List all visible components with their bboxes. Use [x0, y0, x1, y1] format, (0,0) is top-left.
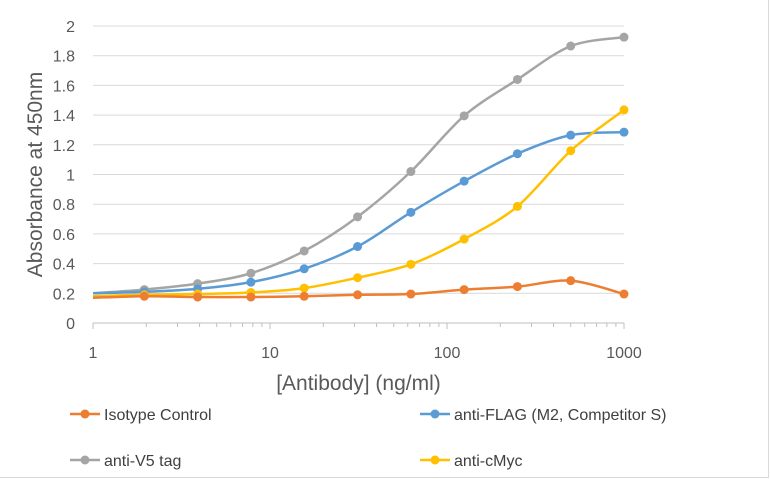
data-point	[406, 289, 416, 299]
series-anti-cmyc	[92, 105, 629, 300]
x-tick-label: 1	[89, 345, 98, 362]
data-point	[459, 111, 469, 121]
data-point	[406, 167, 416, 177]
legend-label: anti-FLAG (M2, Competitor S)	[454, 407, 667, 424]
y-tick-label: 1.8	[53, 49, 75, 66]
data-point	[512, 282, 522, 292]
legend-marker	[430, 455, 440, 465]
y-tick-label: 0	[66, 316, 75, 333]
data-point	[193, 292, 203, 302]
data-point	[246, 268, 256, 278]
y-tick-label: 0.8	[53, 197, 75, 214]
x-tick-label: 10	[261, 345, 279, 362]
data-point	[353, 212, 363, 222]
data-point	[299, 246, 309, 256]
series-line	[92, 108, 625, 298]
y-tick-label: 0.2	[53, 286, 75, 303]
data-point	[566, 146, 576, 156]
series-anti-flag-m2-competitor-s	[92, 127, 629, 297]
series-anti-v5-tag	[92, 32, 629, 295]
data-point	[139, 291, 149, 301]
data-point	[246, 292, 256, 302]
data-point	[619, 127, 629, 137]
legend-marker	[430, 409, 440, 419]
y-tick-label: 1	[66, 168, 75, 185]
data-point	[566, 130, 576, 140]
legend-label: anti-cMyc	[454, 453, 522, 470]
y-tick-label: 0.4	[53, 257, 75, 274]
data-point	[299, 283, 309, 293]
legend-item: anti-FLAG (M2, Competitor S)	[420, 407, 667, 424]
data-point	[299, 291, 309, 301]
data-point	[512, 201, 522, 211]
legend-item: Isotype Control	[70, 407, 212, 424]
legend-label: Isotype Control	[104, 407, 212, 424]
data-point	[619, 289, 629, 299]
series-layer	[92, 32, 629, 302]
data-point	[566, 41, 576, 51]
data-point	[512, 74, 522, 84]
data-point	[619, 105, 629, 115]
legend-marker	[80, 455, 90, 465]
data-point	[459, 176, 469, 186]
series-line	[92, 35, 625, 295]
y-axis-label: Absorbance at 450nm	[24, 72, 47, 277]
y-tick-label: 1.6	[53, 78, 75, 95]
data-point	[246, 277, 256, 287]
legend: Isotype Control anti-FLAG (M2, Competitor…	[70, 407, 667, 470]
data-point	[566, 276, 576, 286]
x-tick-label: 1000	[606, 345, 642, 362]
legend-item: anti-cMyc	[420, 453, 522, 470]
x-tick-label: 100	[434, 345, 461, 362]
series-isotype-control	[92, 276, 629, 302]
y-tick-label: 0.6	[53, 227, 75, 244]
legend-item: anti-V5 tag	[70, 453, 181, 470]
x-axis-label: [Antibody] (ng/ml)	[276, 372, 441, 395]
legend-marker	[80, 409, 90, 419]
y-tick-label: 1.4	[53, 108, 75, 125]
data-point	[299, 264, 309, 274]
data-point	[459, 234, 469, 244]
data-point	[459, 285, 469, 295]
data-point	[353, 273, 363, 283]
legend-label: anti-V5 tag	[104, 453, 181, 470]
y-tick-label: 2	[66, 19, 75, 36]
data-point	[619, 32, 629, 42]
grid-lines	[93, 25, 624, 294]
y-tick-label: 1.2	[53, 138, 75, 155]
data-point	[406, 207, 416, 217]
data-point	[512, 149, 522, 159]
data-point	[353, 242, 363, 252]
axes: 0 0.2 0.4 0.6 0.8 1 1.2 1.4 1.6 1.8 2 1 10 100 1000	[53, 19, 642, 362]
data-point	[353, 290, 363, 300]
data-point	[406, 259, 416, 269]
